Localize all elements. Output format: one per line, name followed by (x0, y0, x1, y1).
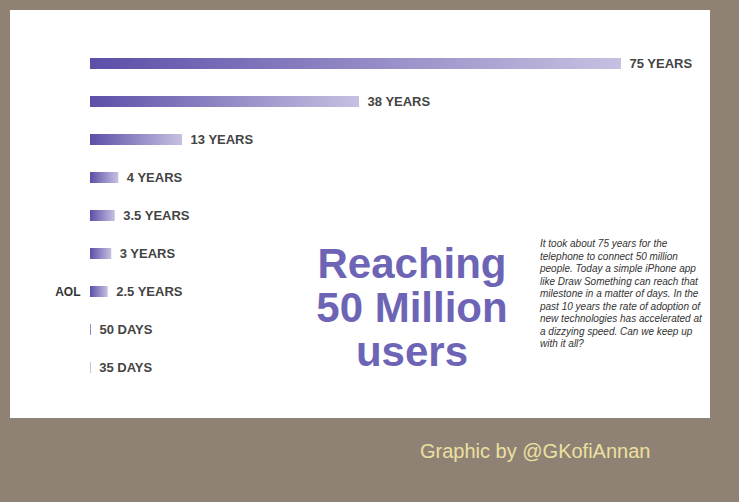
svg-text:35 DAYS: 35 DAYS (99, 360, 152, 375)
svg-text:2.5 YEARS: 2.5 YEARS (116, 284, 183, 299)
svg-text:4 YEARS: 4 YEARS (127, 170, 183, 185)
svg-text:3.5 YEARS: 3.5 YEARS (123, 208, 190, 223)
svg-text:38 YEARS: 38 YEARS (368, 94, 431, 109)
svg-text:75 YEARS: 75 YEARS (630, 56, 693, 71)
svg-text:50 DAYS: 50 DAYS (99, 322, 152, 337)
html-text:Graphic by @GKofiAnnan: Graphic by @GKofiAnnan (420, 440, 651, 462)
svg-text:3 YEARS: 3 YEARS (120, 246, 176, 261)
svg-text:AOL: AOL (55, 285, 80, 299)
html-text:Reaching 50 Million users: Reaching 50 Million users (316, 240, 508, 376)
svg-text:13 YEARS: 13 YEARS (191, 132, 254, 147)
html-text:It took about 75 years for the: It took about 75 years for the telephone… (540, 238, 702, 349)
